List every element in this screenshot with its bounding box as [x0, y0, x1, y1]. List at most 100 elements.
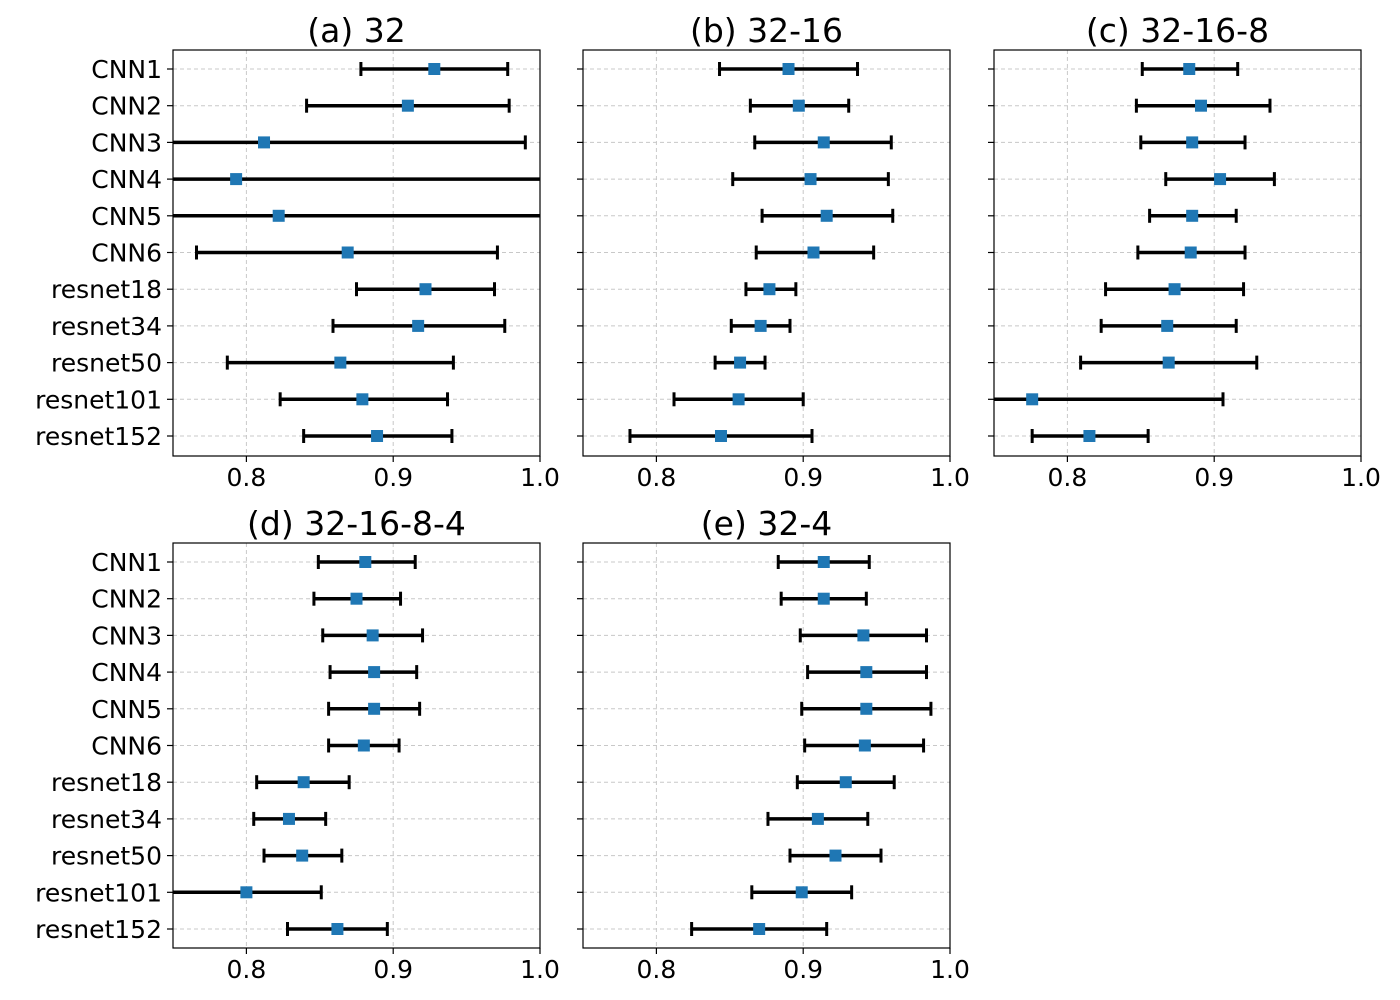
y-tick-label: CNN5 — [91, 695, 162, 724]
mean-marker — [1194, 99, 1207, 112]
mean-marker — [230, 173, 243, 186]
mean-marker — [282, 812, 295, 825]
mean-marker — [804, 173, 817, 186]
panel-title: (a) 32 — [307, 11, 405, 50]
x-tick-label: 0.8 — [637, 463, 677, 492]
series — [628, 62, 895, 443]
series — [690, 555, 933, 936]
mean-marker — [820, 209, 833, 222]
mean-marker — [356, 393, 369, 406]
panel-title: (c) 32-16-8 — [1086, 11, 1269, 50]
mean-marker — [401, 99, 414, 112]
mean-marker — [368, 666, 381, 679]
mean-marker — [753, 923, 766, 935]
mean-marker — [754, 319, 767, 332]
mean-marker — [297, 776, 310, 789]
y-tick-label: CNN6 — [91, 239, 162, 268]
mean-marker — [734, 356, 747, 369]
mean-marker — [272, 209, 285, 222]
mean-marker — [817, 556, 830, 568]
mean-marker — [1214, 173, 1227, 186]
y-tick-label: resnet50 — [51, 842, 162, 871]
x-tick-label: 0.9 — [1194, 463, 1234, 492]
y-tick-label: resnet18 — [51, 768, 162, 797]
panel-5: (e) 32-4 0.8 0.9 1.0 — [577, 504, 970, 984]
mean-marker — [792, 99, 805, 112]
x-tick-label: 0.9 — [783, 955, 823, 984]
mean-marker — [412, 319, 425, 332]
y-tick-label: CNN6 — [91, 732, 162, 761]
panel-title: (e) 32-4 — [701, 504, 832, 543]
mean-marker — [811, 812, 824, 825]
mean-marker — [1186, 209, 1199, 222]
panel-title: (d) 32-16-8-4 — [247, 504, 466, 543]
series — [173, 555, 425, 936]
mean-marker — [428, 63, 441, 75]
panel-title: (b) 32-16 — [690, 11, 843, 50]
y-tick-label: resnet152 — [35, 915, 162, 944]
panel-3: (c) 32-16-8 0.8 0.9 1.0 — [988, 11, 1381, 492]
panel-2: (b) 32-16 0.8 0.9 1.0 — [577, 11, 970, 492]
mean-marker — [817, 592, 830, 605]
y-tick-label: resnet18 — [51, 275, 162, 304]
mean-marker — [714, 430, 727, 442]
y-tick-label: CNN1 — [91, 548, 162, 577]
x-tick-label: 1.0 — [1341, 463, 1381, 492]
mean-marker — [334, 356, 347, 369]
mean-marker — [296, 849, 309, 862]
mean-marker — [357, 739, 370, 752]
y-tick-label: resnet34 — [51, 312, 162, 341]
mean-marker — [795, 886, 808, 899]
y-tick-label: CNN5 — [91, 202, 162, 231]
mean-marker — [371, 430, 384, 442]
mean-marker — [1162, 356, 1175, 369]
y-tick-label: CNN1 — [91, 55, 162, 84]
mean-marker — [240, 886, 253, 899]
x-tick-label: 0.9 — [783, 463, 823, 492]
mean-marker — [763, 283, 776, 296]
series — [994, 62, 1276, 443]
mean-marker — [817, 136, 830, 149]
x-tick-label: 0.8 — [1048, 463, 1088, 492]
y-tick-label: resnet50 — [51, 349, 162, 378]
x-tick-label: 0.9 — [373, 955, 413, 984]
x-tick-label: 1.0 — [930, 955, 970, 984]
y-tick-label: resnet34 — [51, 805, 162, 834]
y-tick-label: resnet152 — [35, 422, 162, 451]
x-tick-label: 1.0 — [520, 955, 560, 984]
panel-1: (a) 32 CNN1 CNN2 CNN3 CNN4 CNN5 CNN6 resnet18 re… — [35, 11, 560, 492]
panel-4: (d) 32-16-8-4 CNN1 CNN2 CNN3 CNN4 CNN5 CNN6 res… — [35, 504, 560, 984]
x-tick-label: 0.8 — [227, 955, 267, 984]
mean-marker — [1183, 63, 1196, 75]
x-tick-label: 1.0 — [930, 463, 970, 492]
mean-marker — [839, 776, 852, 789]
mean-marker — [858, 739, 871, 752]
x-tick-label: 1.0 — [520, 463, 560, 492]
mean-marker — [350, 592, 363, 605]
mean-marker — [807, 246, 820, 259]
x-tick-label: 0.9 — [373, 463, 413, 492]
x-tick-label: 0.8 — [227, 463, 267, 492]
y-tick-label: CNN4 — [91, 165, 162, 194]
mean-marker — [1168, 283, 1181, 296]
mean-marker — [732, 393, 745, 406]
mean-marker — [341, 246, 354, 259]
y-tick-label: resnet101 — [35, 385, 162, 414]
mean-marker — [419, 283, 432, 296]
mean-marker — [860, 702, 873, 715]
mean-marker — [1026, 393, 1039, 406]
mean-marker — [1083, 430, 1096, 442]
y-tick-label: CNN3 — [91, 128, 162, 157]
mean-marker — [1186, 136, 1199, 149]
mean-marker — [368, 702, 381, 715]
x-tick-label: 0.8 — [637, 955, 677, 984]
mean-marker — [1161, 319, 1174, 332]
mean-marker — [258, 136, 271, 149]
y-tick-label: CNN2 — [91, 92, 162, 121]
mean-marker — [857, 629, 870, 642]
mean-marker — [359, 556, 372, 568]
y-tick-label: CNN2 — [91, 585, 162, 614]
mean-marker — [829, 849, 842, 862]
mean-marker — [1184, 246, 1197, 259]
